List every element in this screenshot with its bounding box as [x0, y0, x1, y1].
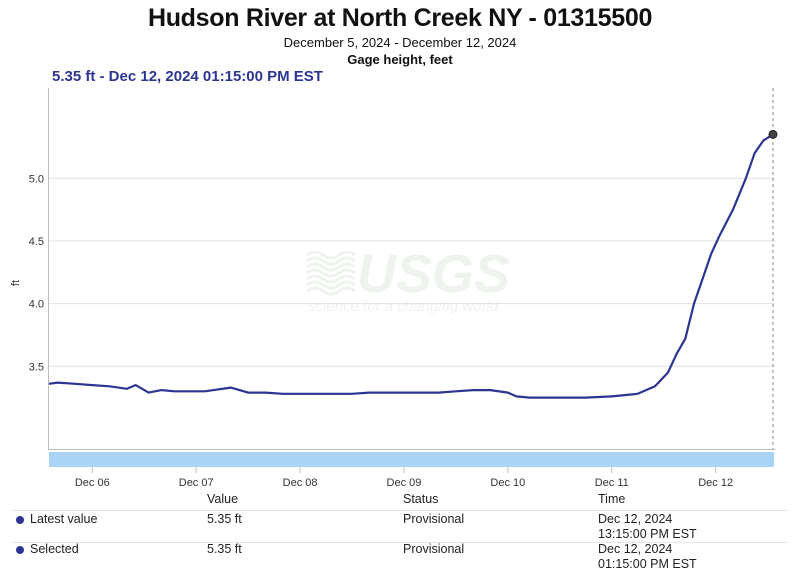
watermark-wave-stroke: [306, 286, 356, 296]
value-column-header: Value: [207, 492, 239, 506]
row-label: Latest value: [30, 512, 98, 526]
status-column-header: Status: [403, 492, 439, 506]
parameter-label: Gage height, feet: [347, 52, 453, 67]
chart-title: Hudson River at North Creek NY - 0131550…: [147, 4, 653, 32]
row-status: Provisional: [403, 542, 465, 556]
series-dot-icon: [16, 546, 24, 554]
x-tick-label: Dec 12: [698, 477, 733, 489]
x-tick-label: Dec 11: [595, 477, 629, 489]
x-tick-label: Dec 07: [179, 477, 214, 489]
y-tick-label: 3.5: [29, 361, 44, 373]
x-tick-label: Dec 09: [387, 477, 422, 489]
hover-readout: 5.35 ft - Dec 12, 2024 01:15:00 PM EST: [52, 68, 323, 85]
row-value: 5.35 ft: [207, 512, 242, 526]
watermark-logo-text: USGS: [357, 244, 510, 304]
usgs-wave-logo-icon: [306, 250, 356, 296]
x-tick-label: Dec 08: [283, 477, 318, 489]
gage-height-line: [48, 133, 774, 399]
y-tick-label: 4.0: [29, 299, 44, 311]
table-divider: [12, 542, 788, 543]
row-time: 01:15:00 PM EST: [598, 557, 697, 571]
y-tick-label: 4.5: [29, 236, 44, 248]
y-axis-ticks: 3.5 4.0 4.5 5.0: [29, 173, 44, 373]
table-divider: [12, 510, 788, 511]
x-axis-ticks: Dec 06 Dec 07 Dec 08 Dec 09 Dec 10 Dec 11 Dec …: [75, 467, 733, 489]
date-range: December 5, 2024 - December 12, 2024: [283, 35, 517, 50]
grid-lines: [49, 177, 775, 367]
watermark-tagline: science for a changing world: [308, 298, 499, 315]
watermark-wave-stroke: [306, 256, 356, 266]
watermark-wave-stroke: [306, 262, 356, 272]
x-tick-label: Dec 06: [75, 477, 110, 489]
selected-point-marker: [768, 129, 778, 139]
watermark-wave-stroke: [306, 280, 356, 290]
row-value: 5.35 ft: [207, 542, 242, 556]
watermark-wave-stroke: [306, 250, 356, 260]
y-axis-label: ft: [10, 280, 22, 286]
x-tick-label: Dec 10: [490, 477, 525, 489]
row-status: Provisional: [403, 512, 465, 526]
time-navigator-bar[interactable]: [49, 452, 774, 467]
usgs-watermark: USGS science for a changing world: [306, 244, 510, 315]
watermark-wave-stroke: [306, 268, 356, 278]
row-date: Dec 12, 2024: [598, 542, 673, 556]
y-tick-label: 5.0: [29, 173, 44, 185]
watermark-wave-stroke: [306, 274, 356, 284]
time-column-header: Time: [598, 492, 626, 506]
row-label: Selected: [30, 542, 79, 556]
hydrograph-chart[interactable]: USGS science for a changing world 3.5 4.0…: [0, 0, 800, 490]
series-dot-icon: [16, 516, 24, 524]
row-time: 13:15:00 PM EST: [598, 527, 697, 541]
row-date: Dec 12, 2024: [598, 512, 673, 526]
